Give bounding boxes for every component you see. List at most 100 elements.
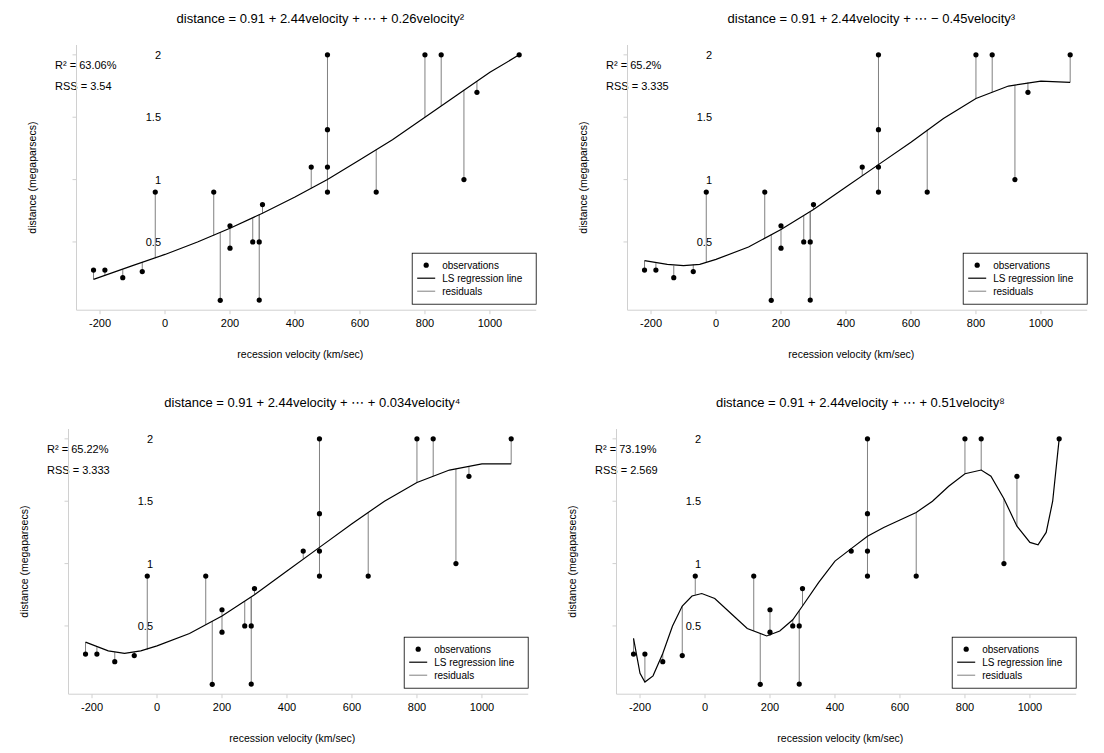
observation-point	[642, 267, 647, 272]
legend-label: observations	[982, 644, 1039, 655]
observation-point	[962, 436, 967, 441]
annotation: RSS = 2.569	[595, 464, 658, 476]
x-axis-label: recession velocity (km/sec)	[788, 348, 914, 360]
legend-symbol	[975, 263, 980, 268]
observation-point	[317, 573, 322, 578]
observation-point	[252, 586, 257, 591]
x-tick	[424, 310, 425, 314]
observation-point	[218, 298, 223, 303]
x-tick-label: 1000	[478, 317, 502, 329]
y-tick-label: 0.5	[697, 236, 712, 248]
observation-point	[439, 52, 444, 57]
residual	[799, 611, 800, 684]
x-tick	[489, 310, 490, 314]
x-axis-line	[77, 310, 537, 311]
legend-symbol	[968, 291, 986, 292]
legend-label: residuals	[993, 286, 1033, 297]
residual	[810, 212, 811, 300]
annotation: R² = 65.2%	[606, 59, 662, 71]
observation-point	[132, 653, 137, 658]
x-tick-label: 600	[343, 701, 361, 713]
observation-point	[140, 269, 145, 274]
residual	[706, 192, 707, 262]
observation-point	[422, 52, 427, 57]
residual	[416, 439, 417, 483]
y-axis-line	[68, 429, 69, 694]
residual	[155, 192, 156, 258]
legend-label: residuals	[982, 670, 1022, 681]
observation-point	[762, 189, 767, 194]
observation-point	[778, 223, 783, 228]
x-axis-line	[628, 310, 1088, 311]
residual	[147, 576, 148, 650]
observation-point	[693, 573, 698, 578]
residual	[319, 439, 320, 548]
x-tick-label: 400	[278, 701, 296, 713]
panel: distance = 0.91 + 2.44velocity + ⋯ + 0.2…	[26, 11, 536, 360]
observation-point	[317, 436, 322, 441]
y-axis-label: distance (megaparsecs)	[26, 122, 38, 234]
x-tick	[100, 310, 101, 314]
title: distance = 0.91 + 2.44velocity + ⋯ + 0.5…	[716, 395, 1005, 410]
observation-point	[849, 549, 854, 554]
legend-box	[404, 637, 528, 688]
x-axis-line	[617, 694, 1077, 695]
annotation: R² = 63.06%	[55, 59, 117, 71]
annotation: R² = 65.22%	[47, 443, 109, 455]
observation-point	[1001, 561, 1006, 566]
y-tick	[613, 625, 617, 626]
residual	[803, 216, 804, 242]
regression-line	[86, 464, 512, 654]
legend-symbol	[957, 662, 975, 663]
y-tick	[613, 438, 617, 439]
observation-point	[876, 165, 881, 170]
residual	[441, 55, 442, 106]
legend-label: LS regression line	[434, 657, 514, 668]
x-tick-label: -200	[81, 701, 103, 713]
regression-line	[94, 55, 520, 280]
residual	[975, 55, 976, 99]
x-tick	[705, 694, 706, 698]
x-tick	[229, 310, 230, 314]
y-tick-label: 1.5	[146, 111, 161, 123]
observation-point	[797, 681, 802, 686]
x-tick	[834, 694, 835, 698]
observation-point	[691, 269, 696, 274]
observation-point	[653, 267, 658, 272]
x-tick-label: 1000	[1018, 701, 1042, 713]
y-tick	[73, 117, 77, 118]
residual	[810, 212, 811, 242]
observation-point	[865, 436, 870, 441]
y-tick-label: 0.5	[686, 620, 701, 632]
x-tick	[221, 694, 222, 698]
observation-point	[751, 573, 756, 578]
residual	[867, 536, 868, 576]
observation-point	[660, 659, 665, 664]
title: distance = 0.91 + 2.44velocity + ⋯ + 0.0…	[164, 395, 460, 410]
observation-point	[227, 246, 232, 251]
y-tick-label: 2	[695, 433, 701, 445]
y-tick-label: 1	[155, 174, 161, 186]
observation-point	[431, 436, 436, 441]
x-tick-label: -200	[629, 701, 651, 713]
observation-point	[769, 298, 774, 303]
annotation: RSS = 3.333	[47, 464, 110, 476]
y-tick-label: 1.5	[138, 495, 153, 507]
annotation: RSS = 3.54	[55, 80, 112, 92]
observation-point	[257, 239, 262, 244]
y-axis-line	[76, 45, 77, 310]
observation-point	[1057, 436, 1062, 441]
residual	[205, 576, 206, 625]
observation-point	[876, 127, 881, 132]
y-tick-label: 1.5	[686, 495, 701, 507]
residual	[644, 654, 645, 682]
x-axis-label: recession velocity (km/sec)	[229, 732, 355, 744]
observation-point	[631, 651, 636, 656]
legend: observationsLS regression lineresiduals	[404, 637, 528, 688]
observation-point	[145, 573, 150, 578]
x-tick	[1029, 694, 1030, 698]
y-tick	[624, 117, 628, 118]
x-tick	[975, 310, 976, 314]
observation-point	[704, 189, 709, 194]
residual	[424, 55, 425, 117]
